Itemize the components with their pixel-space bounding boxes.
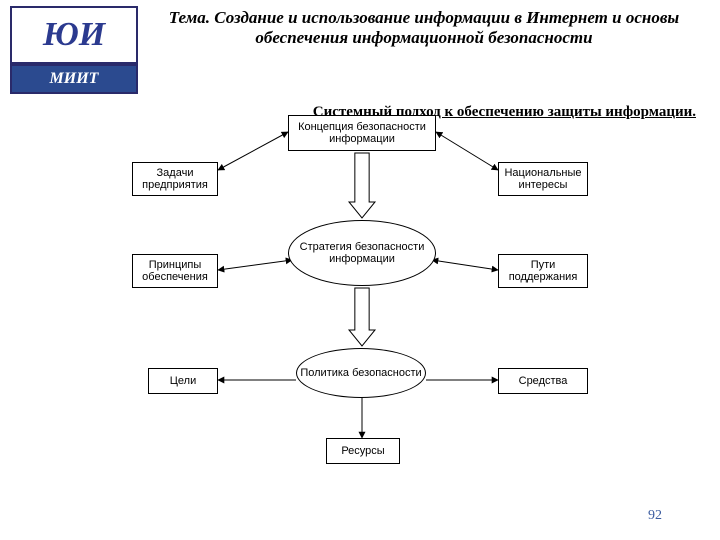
logo-top: ЮИ [10,6,138,64]
node-r2-label: Пути поддержания [501,259,585,283]
edge-3 [432,260,498,270]
node-policy-label: Политика безопасности [300,367,421,379]
logo-bottom-text: МИИТ [50,70,99,88]
node-l1-label: Задачи предприятия [135,167,215,191]
edge-0 [218,132,288,170]
node-center-label: Стратегия безопасности информации [291,241,433,265]
node-bottom: Ресурсы [326,438,400,464]
header: ЮИ МИИТ Тема. Создание и использование и… [0,0,720,100]
node-l2-label: Принципы обеспечения [135,259,215,283]
node-top: Концепция безопасности информации [288,115,436,151]
node-l1: Задачи предприятия [132,162,218,196]
node-bottom-label: Ресурсы [341,445,384,457]
node-r1-label: Национальные интересы [501,167,585,191]
node-r3-label: Средства [519,375,568,387]
node-l2: Принципы обеспечения [132,254,218,288]
node-l3: Цели [148,368,218,394]
node-top-label: Концепция безопасности информации [291,121,433,145]
page-number: 92 [648,508,662,524]
block-arrow-1 [349,288,375,346]
node-r1: Национальные интересы [498,162,588,196]
node-r3: Средства [498,368,588,394]
node-policy: Политика безопасности [296,348,426,398]
flowchart-diagram: Концепция безопасности информации Задачи … [0,110,720,520]
logo-bottom: МИИТ [10,64,138,94]
block-arrow-0 [349,153,375,218]
page-title: Тема. Создание и использование информаци… [138,6,710,47]
edge-1 [436,132,498,170]
edge-2 [218,260,292,270]
logo-top-text: ЮИ [43,16,105,54]
node-l3-label: Цели [170,375,196,387]
logo-stack: ЮИ МИИТ [10,6,138,94]
node-center: Стратегия безопасности информации [288,220,436,286]
node-r2: Пути поддержания [498,254,588,288]
